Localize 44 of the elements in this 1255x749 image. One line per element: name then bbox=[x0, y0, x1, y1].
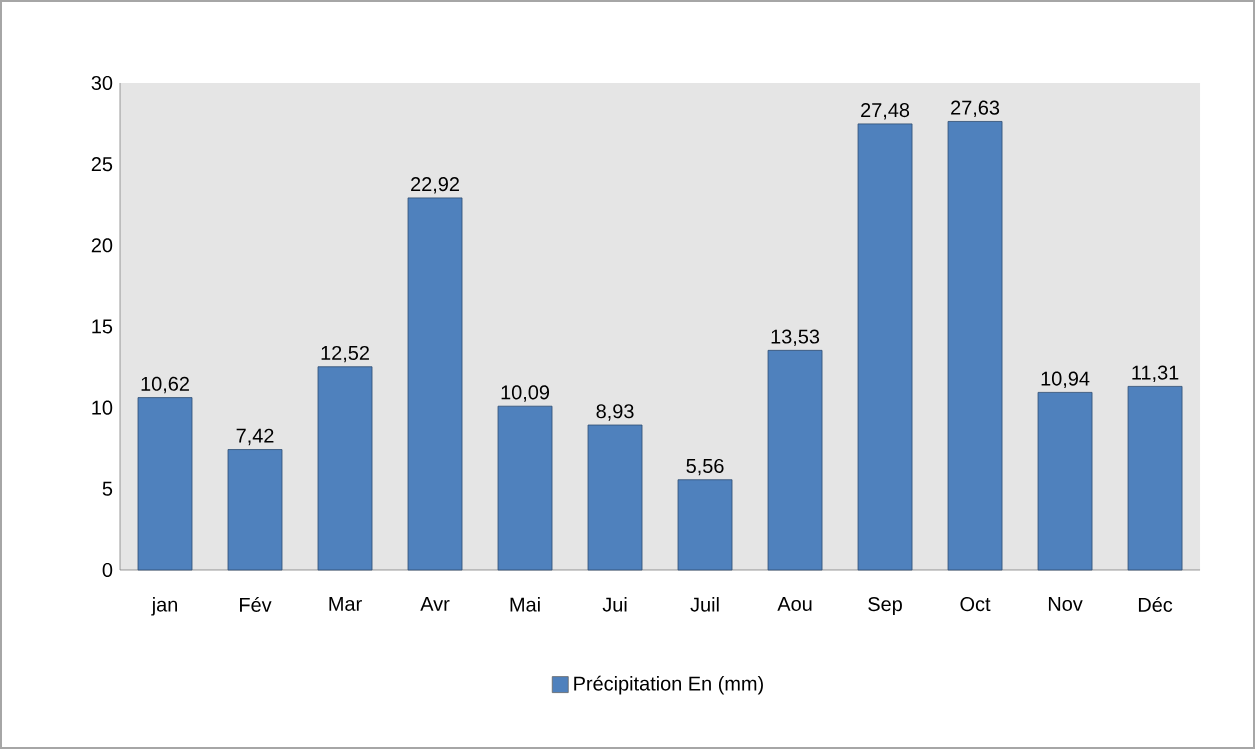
bar bbox=[407, 197, 463, 571]
x-tick-label: Nov bbox=[1048, 597, 1083, 611]
bar bbox=[227, 449, 283, 571]
bar bbox=[857, 123, 913, 571]
bar bbox=[1127, 385, 1183, 571]
x-tick-label: Juil bbox=[690, 597, 719, 612]
bar bbox=[497, 405, 553, 571]
bar bbox=[767, 349, 823, 571]
data-label: 13,53 bbox=[771, 329, 820, 346]
data-label: 11,31 bbox=[1132, 365, 1179, 383]
data-label: 22,92 bbox=[411, 177, 459, 194]
bar bbox=[317, 366, 373, 571]
x-tick-label: Déc bbox=[1138, 597, 1173, 612]
x-tick-label: Sep bbox=[868, 597, 902, 616]
y-tick-label: 0 bbox=[102, 562, 113, 578]
legend-label: Précipitation En (mm) bbox=[574, 675, 763, 695]
bar bbox=[587, 424, 643, 571]
y-tick-label: 10 bbox=[92, 400, 113, 415]
data-label: 10,94 bbox=[1041, 371, 1090, 389]
x-tick-label: Mai bbox=[510, 597, 540, 612]
data-label: 10,62 bbox=[141, 376, 189, 394]
data-label: 10,09 bbox=[501, 385, 550, 402]
data-label: 12,52 bbox=[321, 345, 369, 363]
x-tick-label: Mar bbox=[329, 597, 362, 611]
bar bbox=[137, 397, 193, 571]
y-tick-label: 30 bbox=[91, 75, 113, 91]
x-tick-label: Oct bbox=[960, 597, 991, 612]
data-label: 27,63 bbox=[951, 100, 1000, 118]
x-tick-label: Fév bbox=[240, 597, 272, 612]
y-tick-label: 15 bbox=[92, 319, 113, 334]
data-label: 8,93 bbox=[596, 404, 634, 421]
x-tick-label: Jui bbox=[602, 597, 627, 612]
data-label: 7,42 bbox=[236, 428, 274, 446]
x-tick-label: jan bbox=[151, 597, 177, 616]
x-tick-label: Avr bbox=[420, 597, 450, 611]
bar bbox=[677, 479, 733, 571]
y-tick-label: 20 bbox=[91, 238, 113, 253]
bar bbox=[1037, 392, 1093, 571]
bar bbox=[947, 121, 1003, 571]
x-tick-label: Aou bbox=[777, 597, 812, 611]
data-label: 27,48 bbox=[861, 103, 910, 120]
data-label: 5,56 bbox=[686, 458, 724, 476]
y-tick-label: 25 bbox=[91, 157, 113, 172]
y-tick-label: 5 bbox=[102, 481, 113, 496]
